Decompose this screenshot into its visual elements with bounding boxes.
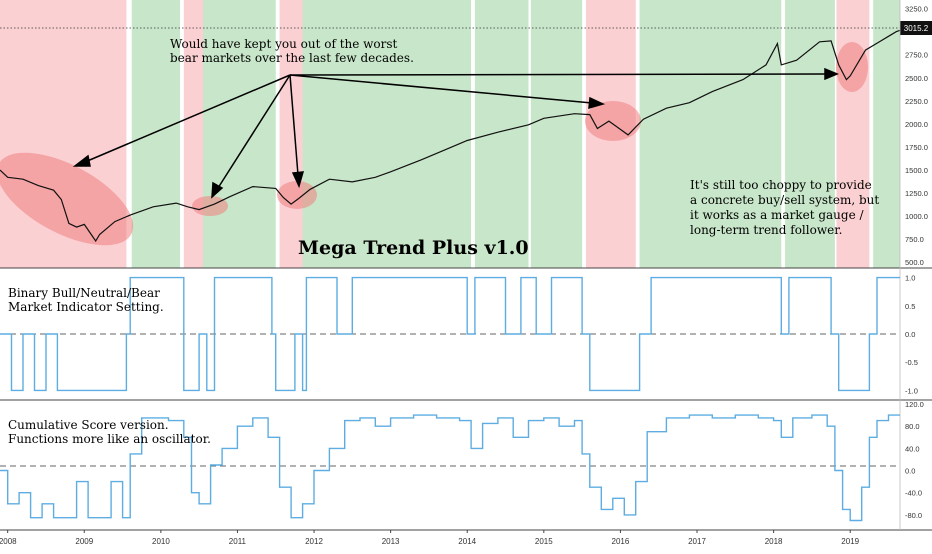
last-price-badge: 3015.2 [900, 21, 932, 35]
price-tick-label: 1250.0 [905, 189, 928, 198]
price-tick-label: 2500.0 [905, 74, 928, 83]
right-note-line-1: It's still too choppy to provide [690, 178, 872, 192]
arrow-to-2008 [84, 74, 291, 163]
price-tick-label: 1750.0 [905, 143, 928, 152]
binary-label-line-2: Market Indicator Setting. [8, 300, 164, 314]
binary-label-line-1: Binary Bull/Neutral/Bear [8, 286, 160, 300]
time-axis: 2008 2009 2010 2011 2012 2013 2014 2015 2016 2017… [0, 530, 860, 546]
binary-tick-label: -1.0 [905, 386, 918, 395]
price-tick-label: 1000.0 [905, 212, 928, 221]
price-tick-label: 2750.0 [905, 51, 928, 60]
binary-tick-label: 0.5 [905, 302, 915, 311]
neutral-regime-band [528, 0, 531, 268]
price-tick-label: 2250.0 [905, 97, 928, 106]
binary-axis: 1.0 0.5 0.0 -0.5 -1.0 [905, 274, 918, 396]
right-note-line-3: it works as a market gauge / [690, 208, 864, 222]
arrow-to-2010 [217, 74, 291, 189]
price-tick-label: 2000.0 [905, 120, 928, 129]
cumulative-label-line-1: Cumulative Score version. [8, 418, 169, 432]
arrowhead-icon [588, 96, 606, 110]
year-tick-label: 2010 [152, 537, 170, 546]
arrowhead-icon [291, 171, 305, 189]
arrow-to-2015 [289, 74, 593, 104]
price-tick-label: 1500.0 [905, 166, 928, 175]
neutral-regime-band [180, 0, 184, 268]
highlight-2008-crash [0, 152, 134, 246]
neutral-regime-band [582, 0, 586, 268]
price-tick-label: 3250.0 [905, 5, 928, 14]
neutral-regime-band [635, 0, 640, 268]
year-tick-label: 2018 [765, 537, 783, 546]
year-tick-label: 2015 [535, 537, 553, 546]
last-price-badge-bg [900, 21, 932, 35]
neutral-regime-band [869, 0, 874, 268]
cumulative-axis: 120.0 80.0 40.0 0.0 -40.0 -80.0 [905, 400, 924, 520]
arrowhead-icon [72, 154, 91, 167]
year-tick-label: 2012 [305, 537, 323, 546]
arrow-to-2011 [289, 74, 299, 176]
year-tick-label: 2019 [841, 537, 859, 546]
neutral-regime-band [275, 0, 280, 268]
cumulative-tick-label: -40.0 [905, 489, 922, 498]
price-axis: 3250.03000.02750.02500.02250.02000.01750… [905, 5, 928, 268]
highlight-2015 [585, 101, 641, 141]
last-price-value: 3015.2 [904, 24, 929, 33]
highlight-2018 [836, 42, 868, 92]
arrow-to-2018 [289, 73, 827, 76]
cumulative-score-line [0, 414, 900, 522]
year-tick-label: 2017 [688, 537, 706, 546]
neutral-regime-band [126, 0, 132, 268]
highlight-circles [0, 42, 868, 246]
binary-tick-label: 1.0 [905, 274, 915, 283]
top-note-line-2: bear markets over the last few decades. [170, 51, 414, 65]
chart-title: Mega Trend Plus v1.0 [298, 237, 529, 259]
neutral-regime-band [834, 0, 837, 268]
cumulative-tick-label: 120.0 [905, 400, 924, 409]
binary-tick-label: -0.5 [905, 358, 918, 367]
binary-indicator-line [0, 276, 900, 392]
price-tick-label: 500.0 [905, 258, 924, 267]
cumulative-tick-label: 40.0 [905, 444, 920, 453]
regime-bands [0, 0, 900, 268]
highlight-2011 [277, 181, 317, 209]
year-tick-label: 2008 [0, 537, 17, 546]
binary-tick-label: 0.0 [905, 330, 915, 339]
cumulative-tick-label: 80.0 [905, 422, 920, 431]
arrowhead-icon [211, 181, 224, 199]
year-tick-label: 2014 [458, 537, 476, 546]
year-tick-label: 2009 [75, 537, 93, 546]
arrowhead-icon [824, 67, 839, 81]
right-note-line-4: long-term trend follower. [690, 223, 842, 237]
cumulative-tick-label: 0.0 [905, 467, 915, 476]
price-line [0, 29, 901, 243]
cumulative-tick-label: -80.0 [905, 511, 922, 520]
cumulative-label-line-2: Functions more like an oscillator. [8, 432, 211, 446]
year-tick-label: 2016 [612, 537, 630, 546]
year-tick-label: 2011 [229, 537, 247, 546]
year-tick-label: 2013 [382, 537, 400, 546]
price-tick-label: 750.0 [905, 235, 924, 244]
top-note-line-1: Would have kept you out of the worst [170, 37, 398, 51]
neutral-regime-band [471, 0, 475, 268]
right-note-line-2: a concrete buy/sell system, but [690, 193, 879, 207]
neutral-regime-band [781, 0, 786, 268]
annotation-arrows [72, 67, 839, 199]
